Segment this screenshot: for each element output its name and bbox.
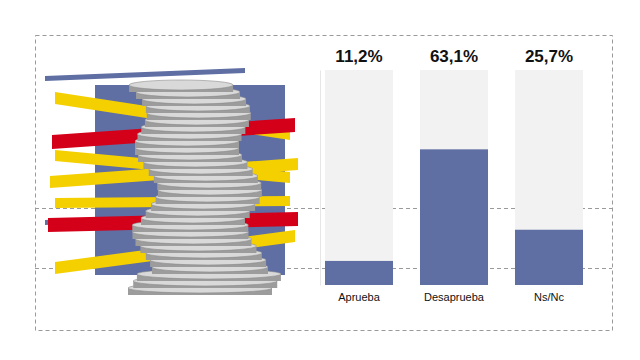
data-label: 25,7%: [525, 47, 573, 66]
x-axis: Aprueba Desaprueba Ns/Nc: [338, 291, 564, 303]
bar: [515, 230, 583, 285]
x-tick: Aprueba: [338, 291, 380, 303]
x-tick-label: Ns/Nc: [534, 291, 564, 303]
y-axis-line: [320, 71, 321, 286]
tracks: [325, 70, 583, 285]
illustration: [45, 68, 298, 295]
frame: [36, 36, 613, 331]
coin: [129, 80, 233, 90]
bar: [325, 261, 393, 285]
illustration-line: [45, 68, 245, 81]
data-labels: 11,2% 63,1% 25,7%: [335, 47, 573, 66]
x-tick-label: Aprueba: [338, 291, 380, 303]
x-tick: Desaprueba: [424, 291, 485, 303]
chart: Aprueba Desaprueba Ns/Nc 11,2% 63,1% 25,7%: [0, 0, 640, 360]
x-tick: Ns/Nc: [534, 291, 564, 303]
bar-track: [515, 70, 583, 285]
decoration: [35, 36, 613, 331]
data-label: 63,1%: [430, 47, 478, 66]
illustration-stripe: [50, 158, 298, 188]
data-label: 11,2%: [335, 47, 382, 66]
bar-track: [420, 70, 488, 285]
y-axis: [320, 71, 321, 286]
bars: [325, 149, 583, 285]
bar-track: [325, 70, 393, 285]
bar: [420, 149, 488, 285]
x-tick-label: Desaprueba: [424, 291, 485, 303]
